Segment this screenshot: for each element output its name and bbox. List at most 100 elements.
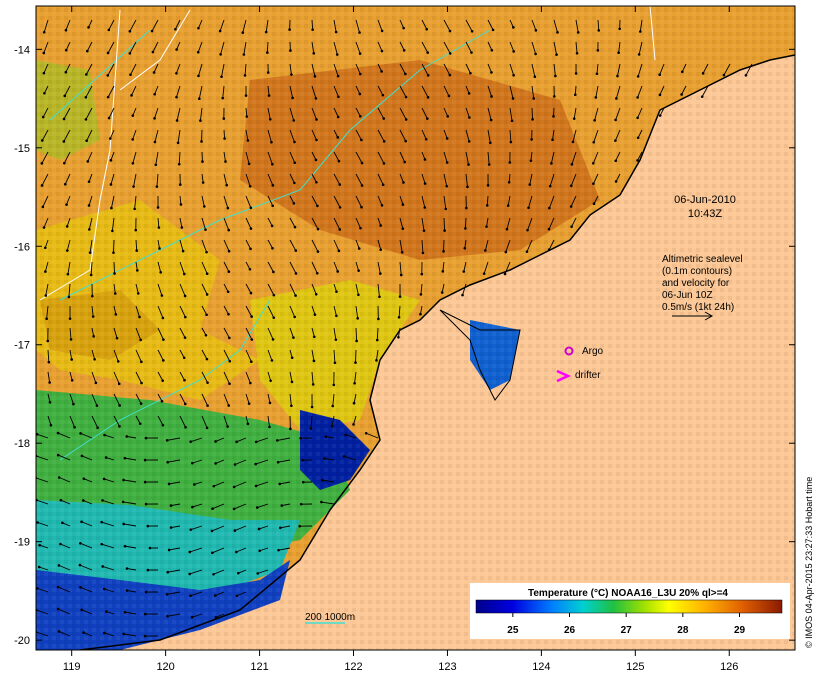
y-axis: -14 -15 -16 -17 -18 -19 -20: [14, 44, 795, 647]
velocity-arrow: [265, 19, 269, 33]
velocity-arrow-head: [468, 116, 471, 119]
velocity-arrow: [43, 217, 49, 228]
velocity-arrow: [421, 151, 426, 160]
velocity-arrow-head: [151, 50, 155, 54]
velocity-arrow-head: [176, 141, 180, 145]
velocity-arrow: [421, 239, 424, 253]
velocity-arrow: [223, 217, 230, 231]
velocity-arrow-head: [205, 250, 208, 254]
velocity-arrow: [575, 41, 578, 54]
velocity-arrows: [36, 19, 753, 638]
velocity-arrow: [278, 547, 291, 551]
velocity-arrow: [376, 349, 379, 361]
bay-coastline: [439, 309, 521, 401]
x-tick-label: 125: [626, 661, 644, 673]
velocity-arrow-head: [42, 30, 46, 34]
velocity-arrow: [659, 85, 665, 96]
velocity-arrow-head: [49, 423, 53, 427]
velocity-arrow-head: [93, 357, 96, 361]
velocity-arrow: [46, 305, 49, 319]
velocity-arrow-head: [467, 163, 470, 166]
velocity-arrow-head: [548, 184, 552, 188]
velocity-arrow: [154, 129, 159, 143]
velocity-arrow-head: [382, 162, 386, 165]
velocity-arrow: [103, 478, 115, 483]
velocity-arrow: [421, 173, 426, 184]
velocity-arrow: [86, 41, 93, 52]
velocity-arrow-head: [637, 53, 641, 56]
velocity-arrow-head: [235, 550, 238, 554]
velocity-arrow: [85, 85, 93, 98]
velocity-arrow-head: [352, 401, 356, 405]
velocity-arrow: [201, 393, 208, 406]
velocity-arrow: [245, 107, 248, 117]
velocity-arrow-head: [470, 51, 473, 54]
velocity-arrow-head: [403, 160, 407, 164]
velocity-arrow: [132, 151, 137, 164]
velocity-arrow: [530, 151, 533, 161]
velocity-arrow: [221, 63, 225, 77]
velocity-arrow: [167, 459, 181, 463]
velocity-arrow: [311, 371, 314, 385]
velocity-arrow: [104, 434, 115, 439]
velocity-arrow: [638, 41, 643, 55]
velocity-arrow: [465, 85, 470, 94]
velocity-arrow: [311, 107, 317, 120]
velocity-arrow: [245, 195, 252, 208]
velocity-arrow: [63, 151, 71, 164]
velocity-arrow: [325, 436, 335, 439]
velocity-arrow-head: [556, 31, 559, 34]
velocity-arrow: [132, 107, 137, 116]
velocity-arrow: [397, 327, 401, 338]
velocity-arrow-head: [338, 228, 342, 231]
velocity-arrow-head: [423, 206, 427, 209]
velocity-arrow-head: [246, 139, 250, 142]
velocity-arrow-head: [232, 485, 236, 489]
velocity-arrow: [234, 525, 247, 532]
velocity-arrow: [157, 349, 164, 361]
velocity-arrow-head: [235, 440, 238, 444]
velocity-arrow: [267, 371, 272, 381]
velocity-arrow: [215, 459, 225, 464]
velocity-arrow-head: [257, 527, 261, 531]
velocity-arrow: [615, 173, 621, 182]
velocity-arrow-head: [461, 293, 464, 297]
velocity-arrow-head: [333, 361, 337, 365]
velocity-arrow-head: [101, 565, 104, 568]
velocity-arrow-head: [377, 317, 380, 321]
velocity-arrow: [47, 371, 51, 383]
velocity-arrow-head: [359, 114, 362, 118]
velocity-arrow-head: [227, 228, 231, 232]
velocity-arrow-head: [103, 433, 106, 437]
velocity-arrow: [167, 591, 181, 595]
velocity-arrow-head: [358, 31, 361, 34]
velocity-arrow: [130, 63, 137, 75]
velocity-arrow-head: [36, 432, 39, 436]
velocity-arrow-head: [46, 339, 50, 343]
velocity-arrow-head: [122, 522, 125, 526]
velocity-arrow: [199, 107, 203, 121]
map-frame: [35, 5, 796, 651]
velocity-arrow: [155, 151, 159, 165]
y-tick-label: -18: [14, 438, 30, 450]
velocity-arrow-head: [65, 225, 69, 228]
velocity-arrow-head: [43, 246, 47, 250]
velocity-arrow-head: [128, 52, 132, 55]
velocity-arrow-head: [400, 250, 404, 254]
velocity-arrow: [154, 107, 159, 119]
velocity-arrow: [311, 195, 318, 207]
velocity-arrow-head: [62, 117, 66, 121]
velocity-arrow: [176, 85, 181, 98]
velocity-arrow-head: [79, 586, 82, 589]
y-tick-label: -17: [14, 340, 30, 352]
velocity-arrow: [36, 631, 49, 637]
velocity-arrow-head: [357, 247, 361, 250]
velocity-arrow: [79, 564, 93, 571]
velocity-arrow-head: [101, 499, 104, 502]
colorbar-tick-label: 28: [677, 625, 689, 636]
velocity-arrow-head: [65, 203, 68, 206]
velocity-arrow: [465, 173, 468, 187]
velocity-arrow-head: [166, 614, 169, 618]
velocity-arrow: [65, 19, 71, 31]
velocity-arrow: [267, 129, 272, 143]
